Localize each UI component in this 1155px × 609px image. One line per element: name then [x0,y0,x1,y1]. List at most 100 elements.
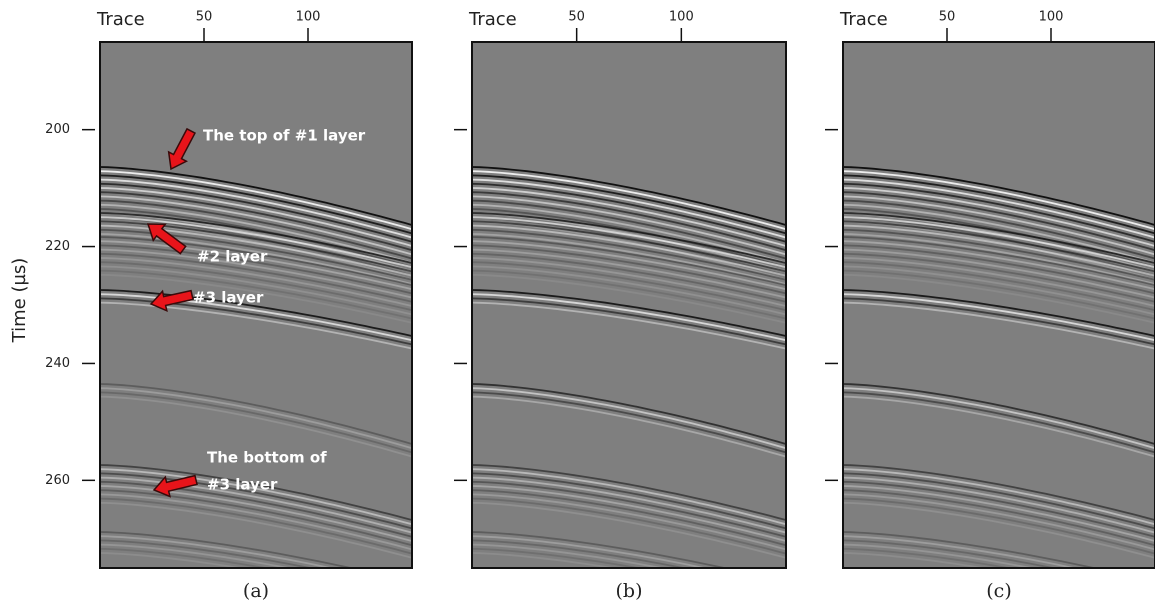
reflection [843,501,1155,559]
reflection [472,539,688,568]
y-tick-label: 200 [45,122,70,137]
reflection [100,269,412,320]
reflection [843,480,1155,538]
reflection [843,199,1155,260]
reflection [100,216,412,269]
reflection [472,543,667,568]
reflection [843,497,1155,555]
reflection [472,195,786,256]
reflection [843,476,1155,534]
reflection [472,187,786,247]
reflection [472,480,786,538]
reflection [472,383,786,445]
reflection [843,265,1155,316]
reflection [100,301,412,350]
reflection [472,233,786,285]
reflection [100,387,412,450]
reflection [100,261,412,312]
section-frame [471,41,787,569]
reflection [100,174,412,235]
annotation: #3 layer [193,289,264,307]
section-background [472,42,786,568]
reflection [100,248,412,299]
reflection [843,240,1155,291]
reflection [472,191,786,252]
x-tick-label: 50 [939,10,956,25]
reflection [843,539,1058,568]
reflection [472,489,786,547]
reflection [472,464,786,521]
reflection [843,387,1155,450]
x-tick-label: 50 [568,10,585,25]
reflection [843,228,1155,281]
reflection [843,220,1155,273]
reflection [472,472,786,530]
reflection [100,543,294,568]
reflection [472,531,729,568]
reflection [843,543,1037,568]
x-tick-label: 100 [1039,10,1064,25]
reflection [472,265,786,316]
section-image [100,166,412,568]
reflection [843,269,1155,320]
arrow [167,127,196,171]
reflection [472,199,786,260]
reflection [843,191,1155,252]
reflection [843,293,1155,342]
reflection [472,178,786,239]
reflection [843,182,1155,243]
reflection [843,261,1155,312]
reflection [472,236,786,286]
reflection [843,195,1155,256]
reflection [100,178,412,239]
y-tick-label: 220 [45,239,70,254]
reflection [472,293,786,342]
reflection [100,252,412,303]
x-axis-label: Trace [96,9,145,30]
reflection [843,485,1155,542]
reflection [472,297,786,346]
reflection [472,391,786,454]
reflection [100,476,412,534]
reflection [472,228,786,281]
reflection [100,166,412,226]
reflection [100,265,412,316]
reflection [100,391,412,454]
reflection [843,547,1014,568]
reflection [472,501,786,559]
reflection [100,187,412,247]
reflection [843,257,1155,307]
reflection [472,535,709,568]
section-image [843,166,1155,568]
reflection [100,236,412,286]
annotation: The top of #1 layer [203,127,366,145]
reflection [472,182,786,243]
reflection [100,535,336,568]
reflection [843,203,1155,264]
arrow [152,474,198,498]
reflection [472,289,786,337]
reflection [100,552,246,568]
reflection [100,273,412,324]
reflection [100,191,412,252]
reflection [843,174,1155,235]
reflection [843,301,1155,350]
annotation: #3 layer [207,476,278,494]
reflection [472,208,786,268]
x-tick-label: 50 [196,10,213,25]
reflection [843,216,1155,269]
reflection [100,244,412,295]
reflection [100,293,412,342]
caption: (a) [243,580,269,602]
y-tick-label: 240 [45,356,70,371]
reflection [472,261,786,312]
arrow [149,289,194,313]
reflection [843,468,1155,526]
reflection [100,297,412,346]
y-tick-label: 260 [45,473,70,488]
y-axis-label: Time (µs) [9,258,30,344]
reflection [472,174,786,235]
reflection [843,248,1155,299]
